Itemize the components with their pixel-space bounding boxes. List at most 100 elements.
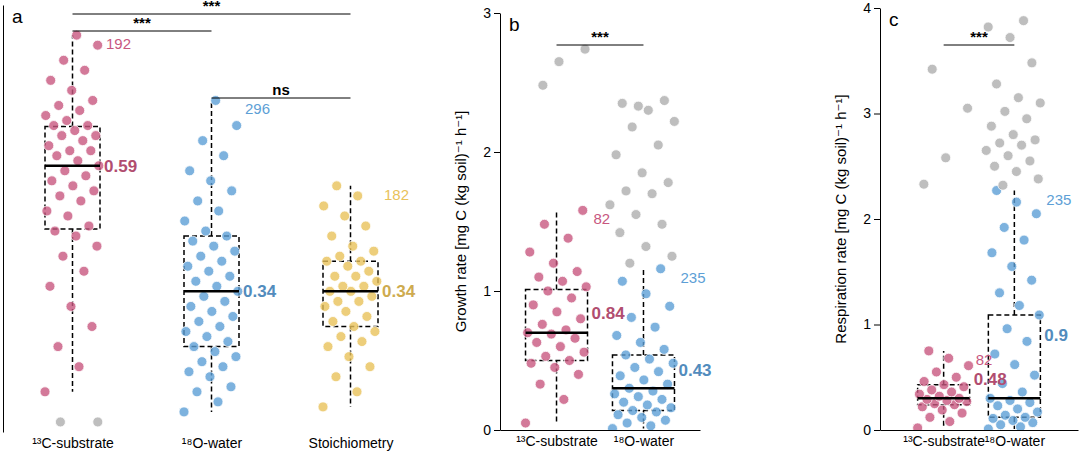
data-point bbox=[49, 121, 59, 131]
y-tick-mark bbox=[494, 291, 500, 292]
y-tick: 3 bbox=[483, 5, 500, 21]
data-point bbox=[650, 322, 660, 332]
data-point bbox=[332, 181, 342, 191]
data-point bbox=[207, 306, 217, 316]
data-point bbox=[333, 296, 343, 306]
data-point bbox=[651, 407, 661, 417]
data-point bbox=[987, 248, 997, 258]
annotation: 0.59 bbox=[104, 157, 137, 176]
data-point bbox=[42, 206, 52, 216]
data-point bbox=[534, 272, 544, 282]
outlier-point bbox=[998, 180, 1008, 190]
data-point bbox=[83, 121, 93, 131]
x-tick: ¹³C-substrate bbox=[903, 430, 985, 449]
outlier-point bbox=[617, 98, 627, 108]
data-point bbox=[362, 311, 372, 321]
data-point bbox=[637, 412, 647, 422]
data-point bbox=[666, 403, 676, 413]
y-tick: 4 bbox=[863, 0, 880, 16]
outlier-point bbox=[927, 64, 937, 74]
data-point bbox=[668, 358, 678, 368]
outlier-point bbox=[1000, 106, 1010, 116]
x-axis-line bbox=[501, 430, 701, 431]
median-line bbox=[918, 397, 970, 400]
data-point bbox=[212, 281, 222, 291]
box bbox=[323, 186, 378, 407]
data-point bbox=[46, 75, 56, 85]
data-point bbox=[1017, 387, 1027, 397]
data-point bbox=[621, 350, 631, 360]
data-point bbox=[1027, 275, 1037, 285]
data-point bbox=[70, 126, 80, 136]
chart-canvas: ¹³C-substrate¹⁸O-waterStoichiometrya1922… bbox=[0, 0, 1080, 459]
box bbox=[526, 210, 588, 423]
n-label: 82 bbox=[594, 210, 611, 227]
data-point bbox=[1032, 407, 1042, 417]
data-point bbox=[576, 314, 586, 324]
data-point bbox=[550, 362, 560, 372]
data-point bbox=[318, 402, 328, 412]
outlier-point bbox=[1027, 58, 1037, 68]
annotation: 0.34 bbox=[382, 282, 416, 301]
x-tick-label: ¹³C-substrate bbox=[516, 433, 598, 449]
median-line bbox=[45, 165, 100, 168]
data-point bbox=[223, 337, 233, 347]
data-point bbox=[359, 281, 369, 291]
data-point bbox=[74, 362, 84, 372]
data-point bbox=[185, 166, 195, 176]
data-point bbox=[343, 261, 353, 271]
data-point bbox=[89, 186, 99, 196]
data-point bbox=[50, 226, 60, 236]
y-tick-label: 2 bbox=[863, 211, 871, 227]
outlier-point bbox=[1011, 167, 1021, 177]
data-point bbox=[80, 65, 90, 75]
box-body bbox=[184, 236, 239, 347]
outlier-point bbox=[669, 116, 679, 126]
x-tick: ¹³C-substrate bbox=[32, 432, 114, 451]
data-point bbox=[924, 346, 934, 356]
data-point bbox=[335, 251, 345, 261]
y-tick-mark bbox=[494, 13, 500, 14]
data-point bbox=[1002, 324, 1012, 334]
data-point bbox=[617, 276, 627, 286]
x-tick: Stoichiometry bbox=[309, 432, 394, 451]
y-axis-title: Respiration rate [mg C (kg soil)⁻¹ h⁻¹] bbox=[832, 94, 849, 343]
data-point bbox=[1030, 370, 1040, 380]
data-point bbox=[927, 385, 937, 395]
data-point bbox=[59, 55, 69, 65]
data-point bbox=[931, 367, 941, 377]
data-point bbox=[665, 301, 675, 311]
outlier-point bbox=[627, 122, 637, 132]
data-point bbox=[328, 316, 338, 326]
median-line bbox=[323, 290, 378, 293]
y-tick-mark bbox=[874, 114, 880, 115]
outlier-point bbox=[657, 219, 667, 229]
data-point bbox=[349, 322, 359, 332]
data-point bbox=[183, 261, 193, 271]
data-point bbox=[91, 131, 101, 141]
y-tick-label: 4 bbox=[863, 0, 871, 16]
data-point bbox=[559, 394, 569, 404]
data-point bbox=[232, 121, 242, 131]
data-point bbox=[659, 344, 669, 354]
plot-area bbox=[521, 44, 680, 430]
outlier-point bbox=[621, 186, 631, 196]
data-point bbox=[615, 371, 625, 381]
outlier-point bbox=[633, 101, 643, 111]
data-point bbox=[81, 171, 91, 181]
outlier-point bbox=[554, 57, 564, 67]
outlier-point bbox=[659, 96, 669, 106]
data-point bbox=[86, 146, 96, 156]
data-point bbox=[231, 352, 241, 362]
data-point bbox=[44, 141, 54, 151]
data-point bbox=[194, 316, 204, 326]
y-tick: 0 bbox=[483, 422, 500, 438]
y-tick-label: 1 bbox=[863, 316, 871, 332]
data-point bbox=[646, 421, 656, 430]
data-point bbox=[526, 358, 536, 368]
outlier-point bbox=[1017, 140, 1027, 150]
y-tick: 1 bbox=[483, 283, 500, 299]
data-point bbox=[319, 201, 329, 211]
panel-label: c bbox=[889, 9, 899, 30]
outlier-point bbox=[641, 242, 651, 252]
